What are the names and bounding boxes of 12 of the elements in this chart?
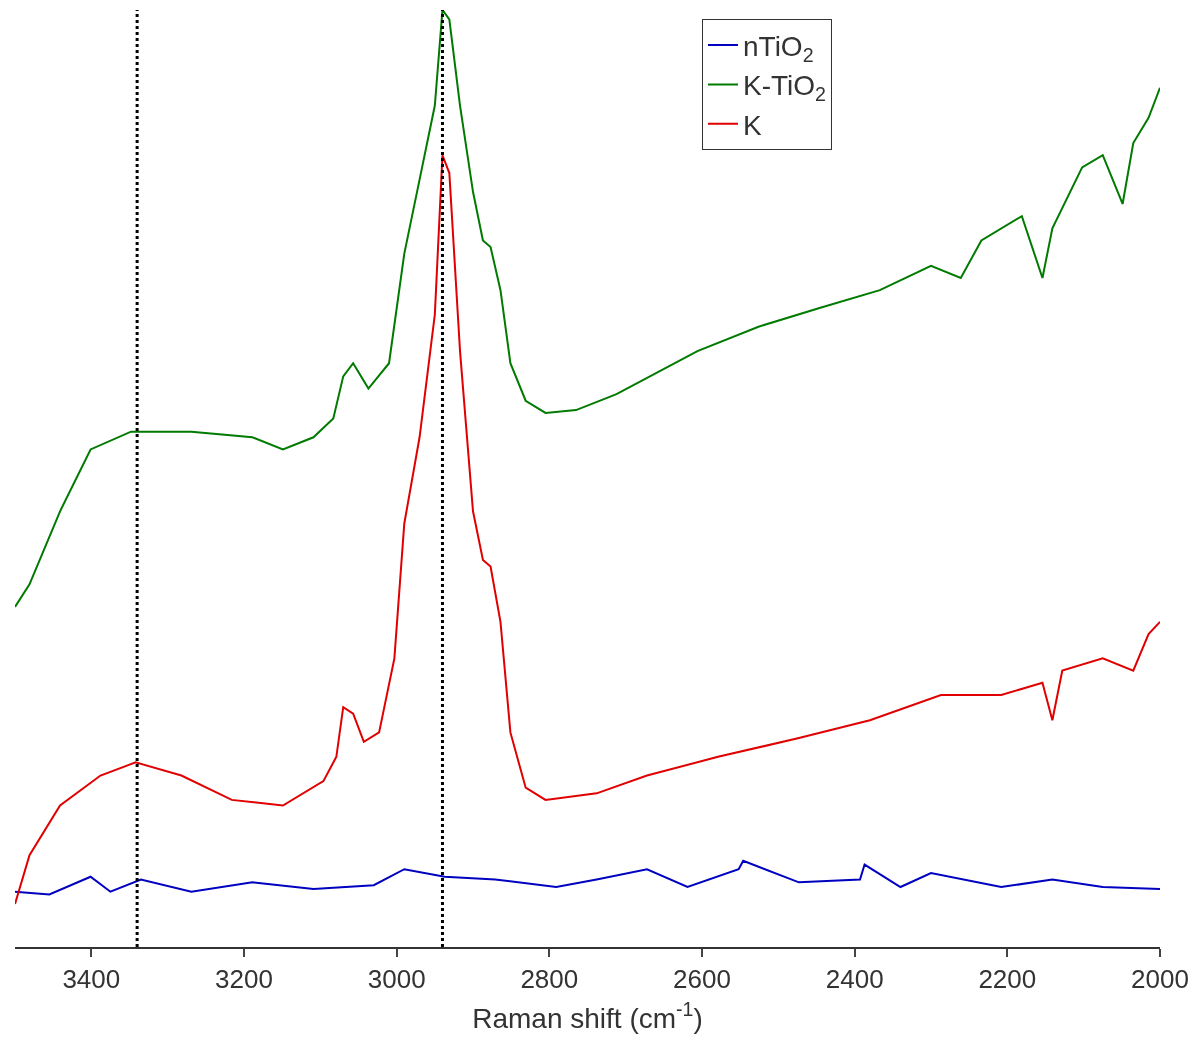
x-axis-title: Raman shift (cm$^{-1}$)	[472, 998, 703, 1034]
x-tick-label: 2400	[825, 964, 884, 995]
x-tick-label: 2200	[978, 964, 1037, 995]
x-tick-label: 2600	[673, 964, 731, 995]
x-tick-label: 2800	[520, 964, 579, 995]
legend-label: K-TiO$_{2}$	[743, 70, 826, 106]
x-tick-label: 3200	[215, 964, 273, 995]
legend-label: K	[743, 109, 762, 141]
x-tick-label: 3000	[367, 964, 426, 995]
x-tick-label: 2000	[1131, 964, 1189, 995]
legend-label: nTiO$_{2}$	[743, 30, 814, 66]
x-tick-label: 3400	[62, 964, 121, 995]
